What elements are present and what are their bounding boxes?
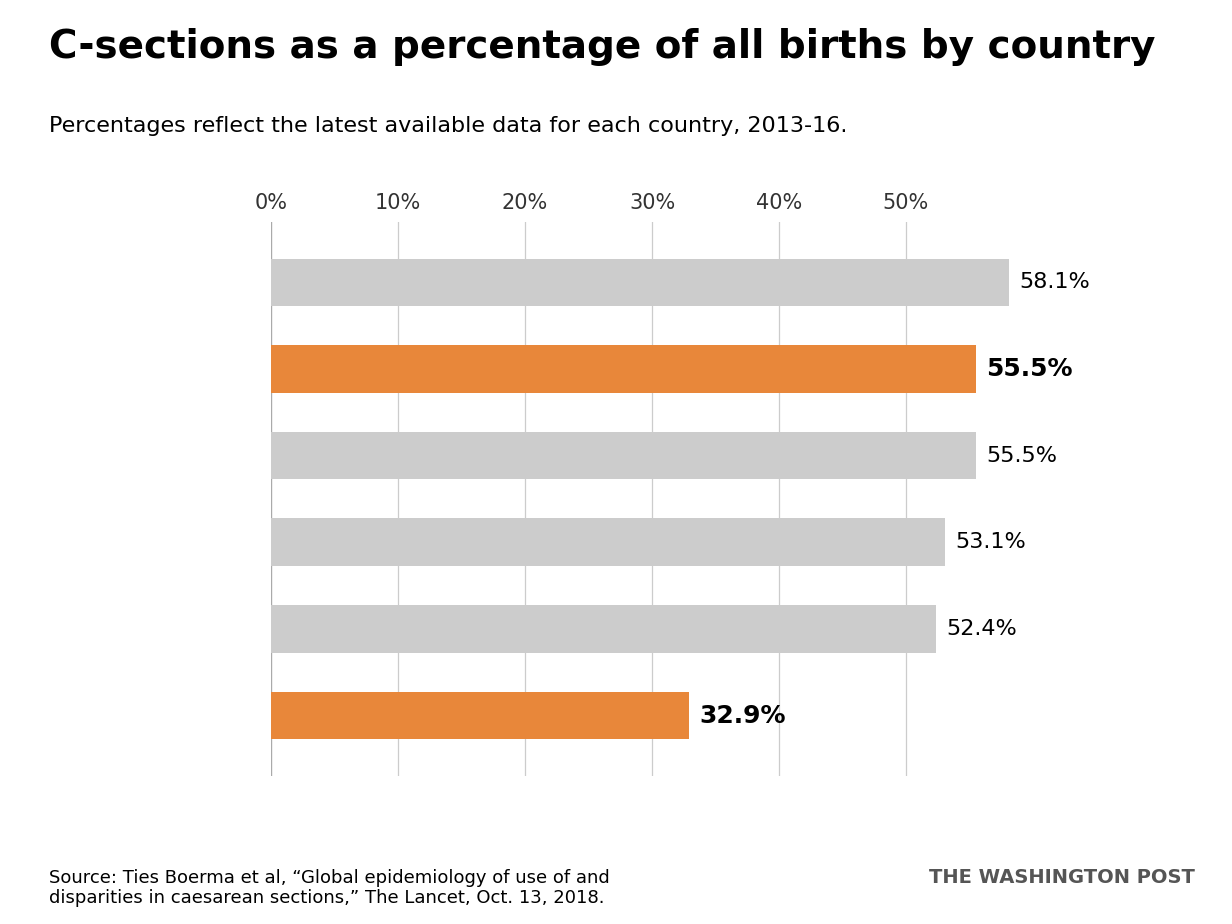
- Bar: [271, 518, 945, 566]
- Text: C-sections as a percentage of all births by country: C-sections as a percentage of all births…: [49, 28, 1156, 66]
- Text: 55.5%: 55.5%: [986, 357, 1073, 381]
- Text: 58.1%: 58.1%: [1019, 273, 1090, 292]
- Bar: [271, 605, 936, 652]
- Text: Source: Ties Boerma et al, “Global epidemiology of use of and
disparities in cae: Source: Ties Boerma et al, “Global epide…: [49, 869, 610, 907]
- Bar: [271, 432, 976, 480]
- Bar: [271, 692, 689, 739]
- Text: Percentages reflect the latest available data for each country, 2013-16.: Percentages reflect the latest available…: [49, 116, 848, 136]
- Text: 32.9%: 32.9%: [699, 703, 786, 727]
- Bar: [271, 346, 976, 393]
- Text: 52.4%: 52.4%: [946, 619, 1018, 638]
- Bar: [271, 259, 1009, 306]
- Text: 55.5%: 55.5%: [986, 445, 1057, 466]
- Text: THE WASHINGTON POST: THE WASHINGTON POST: [929, 868, 1195, 887]
- Text: 53.1%: 53.1%: [956, 532, 1026, 553]
